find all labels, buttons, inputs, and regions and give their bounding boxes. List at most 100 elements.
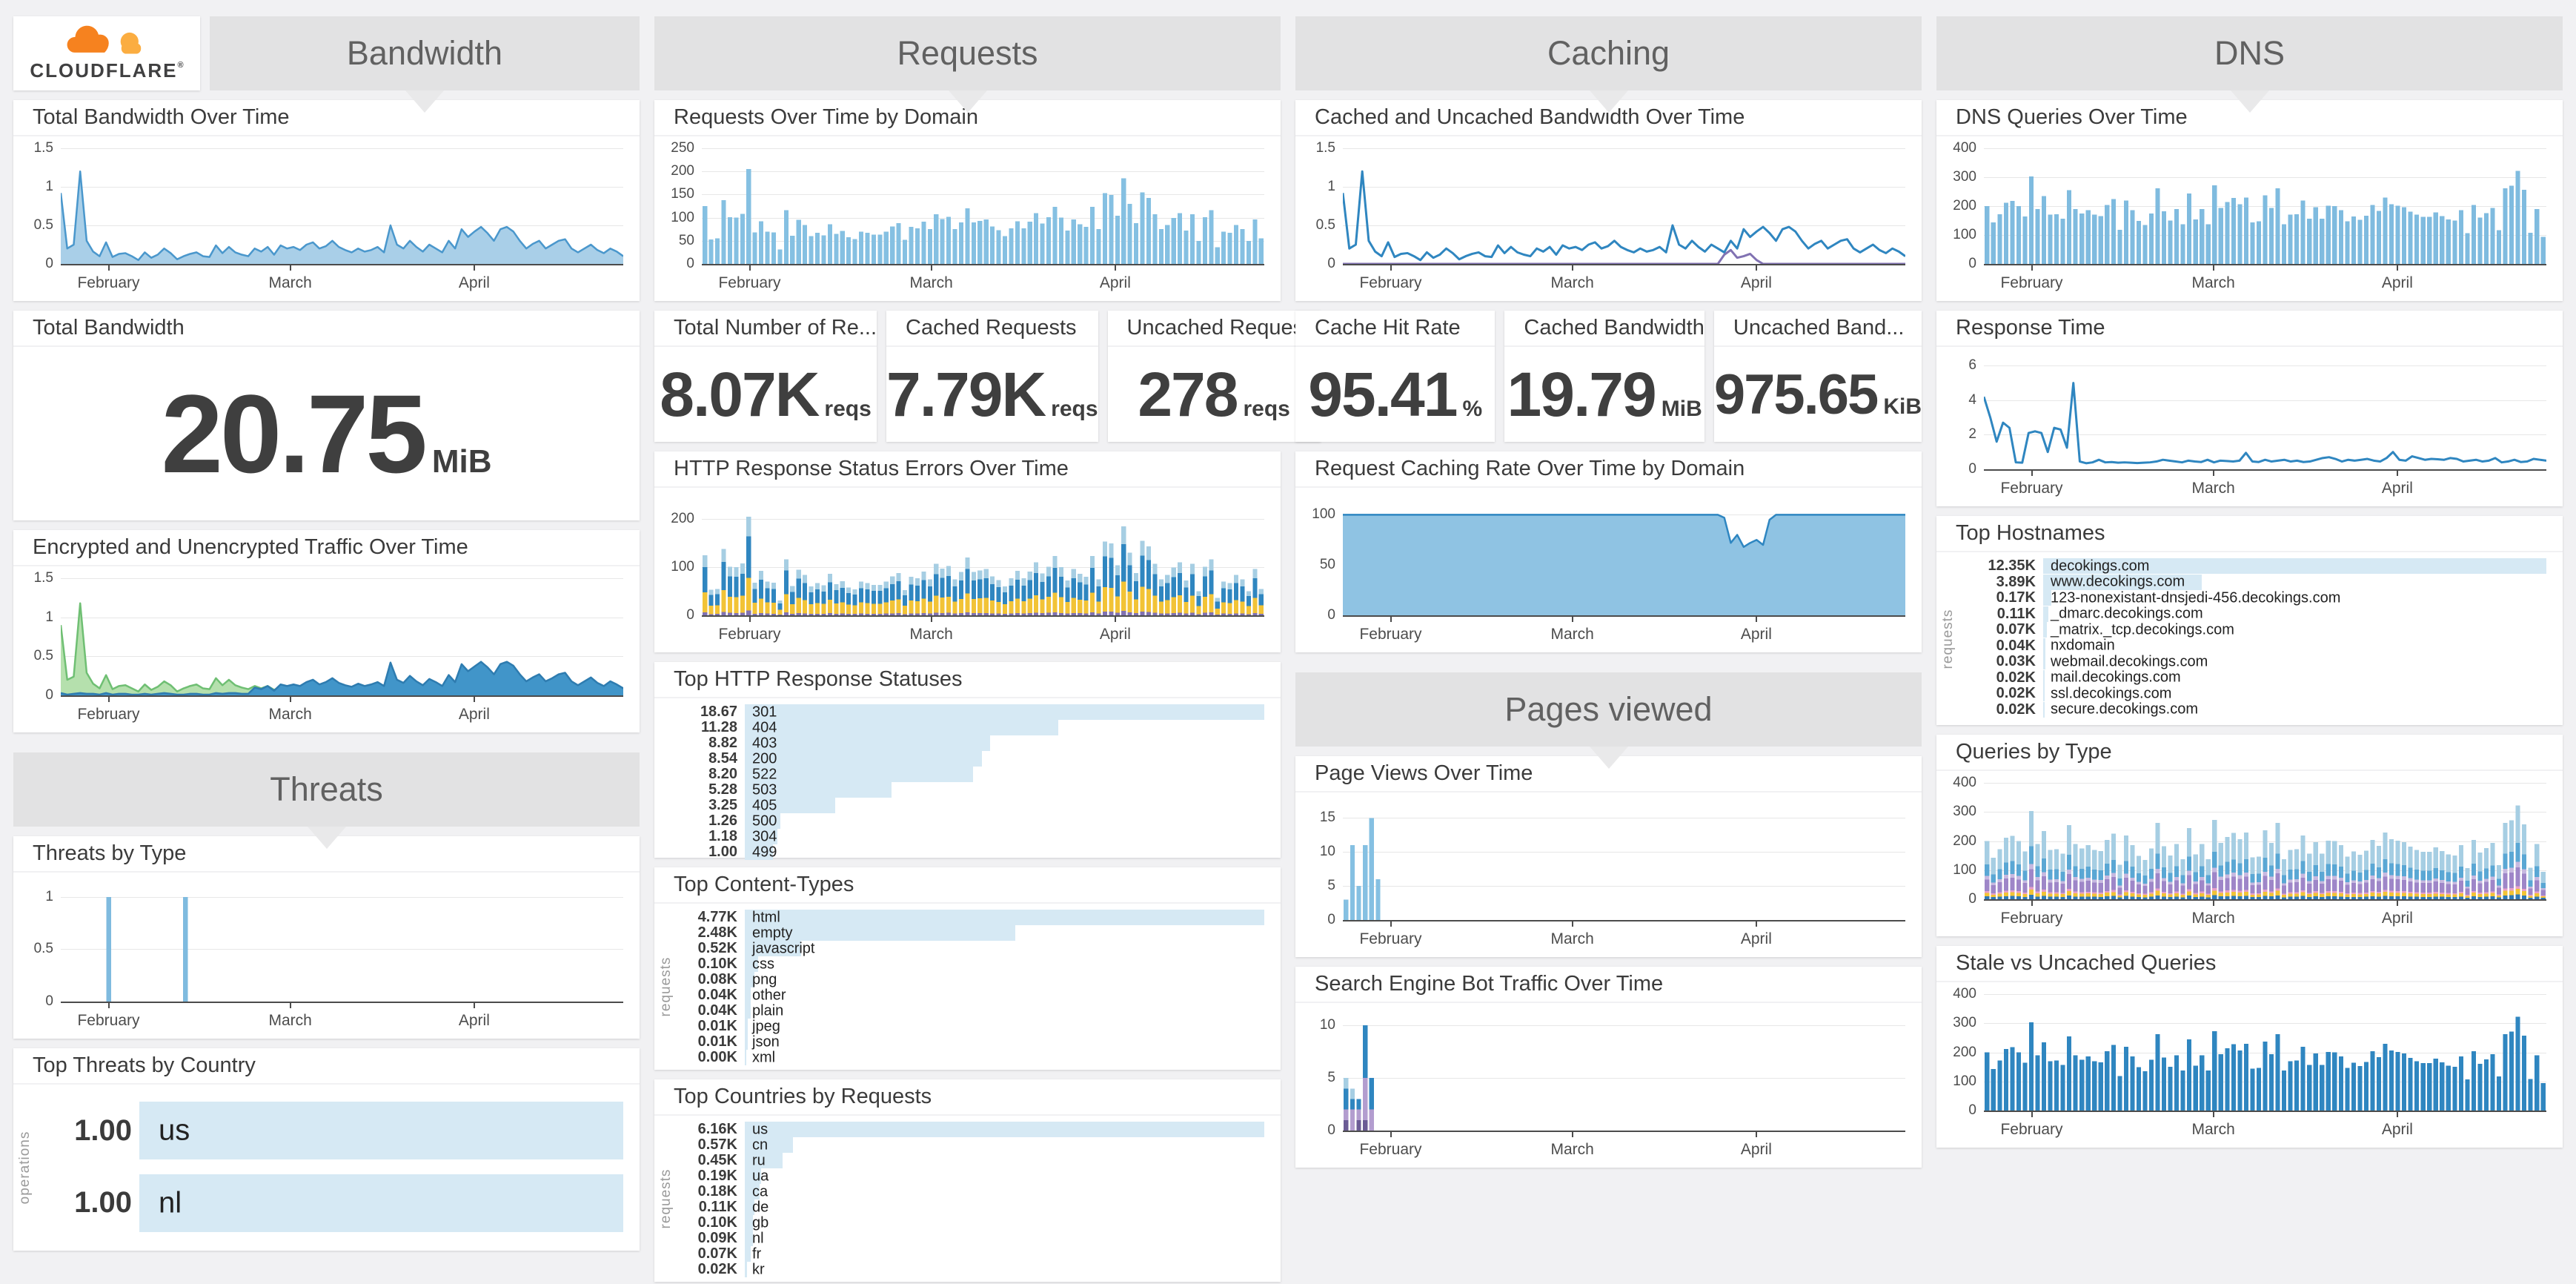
list-bar [745,1215,754,1231]
x-axis-month-label: February [1359,930,1422,947]
y-axis-tick-label: 400 [1953,775,1976,790]
x-axis-tick [107,264,110,271]
page-views-chart[interactable]: 0 5 10 15 February March April [1295,792,1922,957]
top-statuses-list[interactable]: 18.67 301 11.28 404 8.82 403 8.54 200 8.20 522 5.2… [654,698,1281,860]
chart-canvas [1985,1016,2546,1111]
list-axis-label: operations [17,1131,33,1205]
queries-by-type-chart[interactable]: 0 100 200 300 400 February March April [1936,771,2563,936]
stale-vs-uncached-queries-chart[interactable]: 0 100 200 300 400 February March April [1936,982,2563,1148]
chart-canvas [1344,1025,1374,1131]
gridline [1984,1023,2546,1025]
x-axis-tick [1571,615,1573,622]
plot-area: 0 50 100 February March April [1312,500,1905,643]
list-value: 0.02K [1996,669,2036,686]
search-engine-bot-traffic-chart[interactable]: 0 5 10 February March April [1295,1003,1922,1168]
http-errors-chart[interactable]: 0 100 200 February March April [654,488,1281,652]
list-value: 0.07K [1996,621,2036,638]
list-row: 0.18K ca [686,1183,1264,1199]
list-bar [745,751,983,767]
x-axis-month-label: February [2000,910,2063,927]
list-bar-track: www.decokings.com [2043,574,2546,590]
list-row: 3.25 405 [686,797,1264,813]
list-row: 0.04K nxdomain [1968,638,2546,654]
list-bar [745,1153,783,1168]
x-axis-month-label: March [2191,910,2235,927]
response-time-chart[interactable]: 0 2 4 6 February March April [1936,347,2563,506]
gridline [1984,148,2546,149]
x-axis-tick [289,695,291,702]
x-axis-month-label: February [77,706,140,723]
list-row: 12.35K decokings.com [1968,557,2546,575]
y-axis-tick-label: 1 [45,609,53,625]
y-axis-tick-label: 100 [671,209,694,225]
list-label: kr [752,1261,765,1277]
y-axis-tick-label: 1 [1327,179,1335,194]
list-label: _dmarc.decokings.com [2051,605,2203,622]
x-axis-tick [1755,264,1757,271]
list-bar [2043,558,2546,575]
stat-value: 7.79K [886,359,1046,429]
plot-area: 0 100 200 300 400 February March April [1953,775,2546,927]
list-row: 8.54 200 [686,750,1264,767]
panel-title: Search Engine Bot Traffic Over Time [1295,967,1922,1003]
dns-queries-chart[interactable]: 0 100 200 300 400 February March April [1936,136,2563,301]
brand-wordmark: CLOUDFLARE® [30,59,183,82]
list-bar [745,910,1264,925]
list-bar-track: 503 [745,781,1264,798]
list-bar-track: 301 [745,704,1264,720]
list-row: 1.26 500 [686,813,1264,829]
panel-total-bandwidth-over-time: Total Bandwidth Over Time 0 0.5 1 1.5 Februa… [13,100,640,301]
top-threats-country-list[interactable]: operations 1.00 us 1.00 nl [13,1085,640,1251]
total-bandwidth-over-time-chart[interactable]: 0 0.5 1 1.5 February March April [13,136,640,301]
gridline [702,171,1264,173]
list-row: 0.02K secure.decokings.com [1968,701,2546,718]
gridline [1343,852,1905,853]
list-value: 0.11K [1996,605,2036,622]
panel-top-threats-by-country: Top Threats by Country operations 1.00 us 1… [13,1048,640,1251]
chart-canvas [1985,171,2546,264]
list-value: 1.26 [708,813,737,829]
requests-over-time-chart[interactable]: 0 50 100 150 200 250 February March April [654,136,1281,301]
gridline [61,148,623,149]
stat-value: 19.79 [1507,359,1657,429]
x-axis-tick [2031,469,2033,476]
list-bar-track: webmail.decokings.com [2043,653,2546,670]
list-value: 0.00K [697,1049,737,1065]
list-row: 0.02K mail.decokings.com [1968,669,2546,686]
x-axis-month-label: March [2191,1121,2235,1138]
header-pointer-icon [307,827,346,849]
threats-by-type-chart[interactable]: 0 0.5 1 February March April [13,873,640,1039]
list-value: 0.11K [698,1199,737,1215]
list-bar [745,941,802,956]
y-axis-tick-label: 100 [1312,506,1335,523]
bandwidth-top-row: CLOUDFLARE® Bandwidth [13,16,640,113]
list-row: 3.89K www.decokings.com [1968,574,2546,590]
top-countries-list[interactable]: requests 6.16K us 0.57K cn 0.45K ru 0.19K ua 0.18… [654,1116,1281,1282]
list-bar-track: 405 [745,797,1264,813]
section-header-threats: Threats [13,752,640,849]
request-caching-rate-chart[interactable]: 0 50 100 February March April [1295,488,1922,652]
plot-area: 0 0.5 1 1.5 February March April [34,570,623,723]
encrypted-traffic-chart[interactable]: 0 0.5 1 1.5 February March April [13,566,640,732]
x-axis-month-label: March [2191,274,2235,291]
x-axis-month-label: February [718,626,781,643]
list-bar-track: nl [745,1230,1264,1246]
list-bar [745,1003,751,1019]
list-value: 0.04K [697,1002,737,1019]
gridline [702,240,1264,242]
list-bar [139,1174,623,1232]
gridline [61,896,623,898]
stat-unit: reqs [1243,396,1290,421]
list-bar [745,1019,748,1034]
cached-uncached-bandwidth-chart[interactable]: 0 0.5 1 1.5 February March April [1295,136,1922,301]
top-hostnames-list[interactable]: requests 12.35K decokings.com 3.89K www.deco… [1936,552,2563,725]
list-row: 0.45K ru [686,1152,1264,1168]
x-axis-tick [107,1002,110,1008]
top-content-types-list[interactable]: requests 4.77K html 2.48K empty 0.52K javascri… [654,904,1281,1070]
list-bar [139,1102,623,1160]
section-header-label: Threats [270,770,383,808]
list-row: 0.52K javascript [686,940,1264,956]
list-bar-track: png [745,971,1264,987]
list-label: 403 [752,735,777,751]
requests-column: Requests Requests Over Time by Domain 0 5… [654,16,1321,1282]
